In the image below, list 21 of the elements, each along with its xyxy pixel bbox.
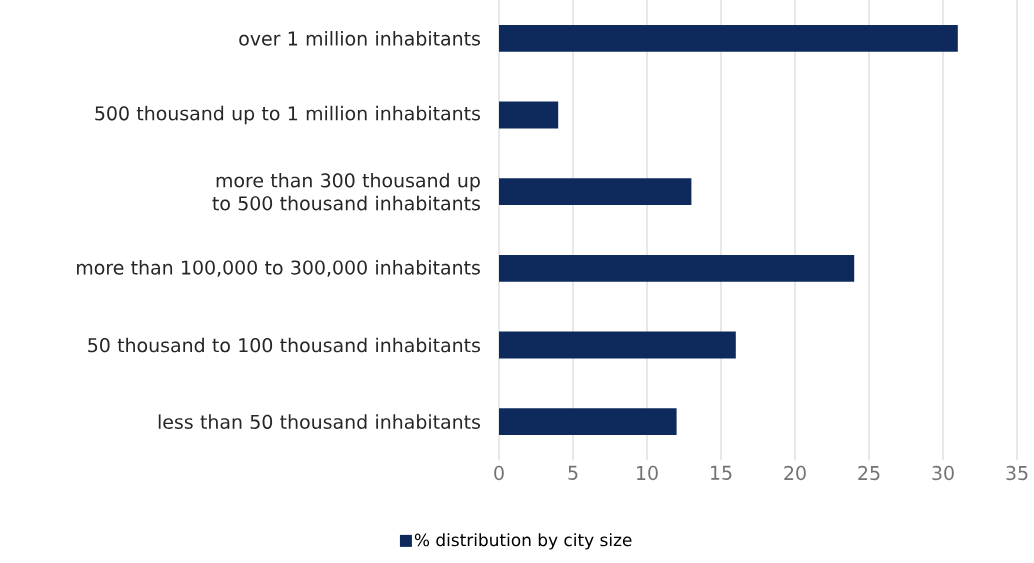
x-tick-label: 35 bbox=[1006, 465, 1028, 481]
bar bbox=[499, 24, 958, 52]
bar bbox=[499, 331, 736, 359]
x-tick-label: 0 bbox=[494, 465, 504, 481]
bar bbox=[499, 254, 855, 282]
bar bbox=[499, 408, 677, 436]
y-tick-label: 500 thousand up to 1 million inhabitants bbox=[95, 105, 481, 125]
x-tick-label: 30 bbox=[932, 465, 954, 481]
x-tick-label: 25 bbox=[858, 465, 880, 481]
y-tick-label: more than 100,000 to 300,000 inhabitants bbox=[77, 260, 480, 277]
y-tick-label: over 1 million inhabitants bbox=[239, 31, 480, 46]
bar bbox=[499, 101, 559, 129]
x-tick-label: 15 bbox=[711, 465, 732, 480]
legend-label: % distribution by city size bbox=[414, 533, 632, 550]
y-tick-label: more than 300 thousand up to 500 thousand inhabitants bbox=[212, 172, 480, 211]
bar bbox=[499, 178, 692, 206]
y-tick-label: 50 thousand to 100 thousand inhabitants bbox=[88, 337, 481, 353]
x-tick-label: 10 bbox=[637, 465, 658, 481]
x-tick-label: 20 bbox=[784, 465, 806, 481]
x-tick-label: 5 bbox=[568, 465, 578, 480]
y-tick-label: less than 50 thousand inhabitants bbox=[158, 414, 481, 429]
